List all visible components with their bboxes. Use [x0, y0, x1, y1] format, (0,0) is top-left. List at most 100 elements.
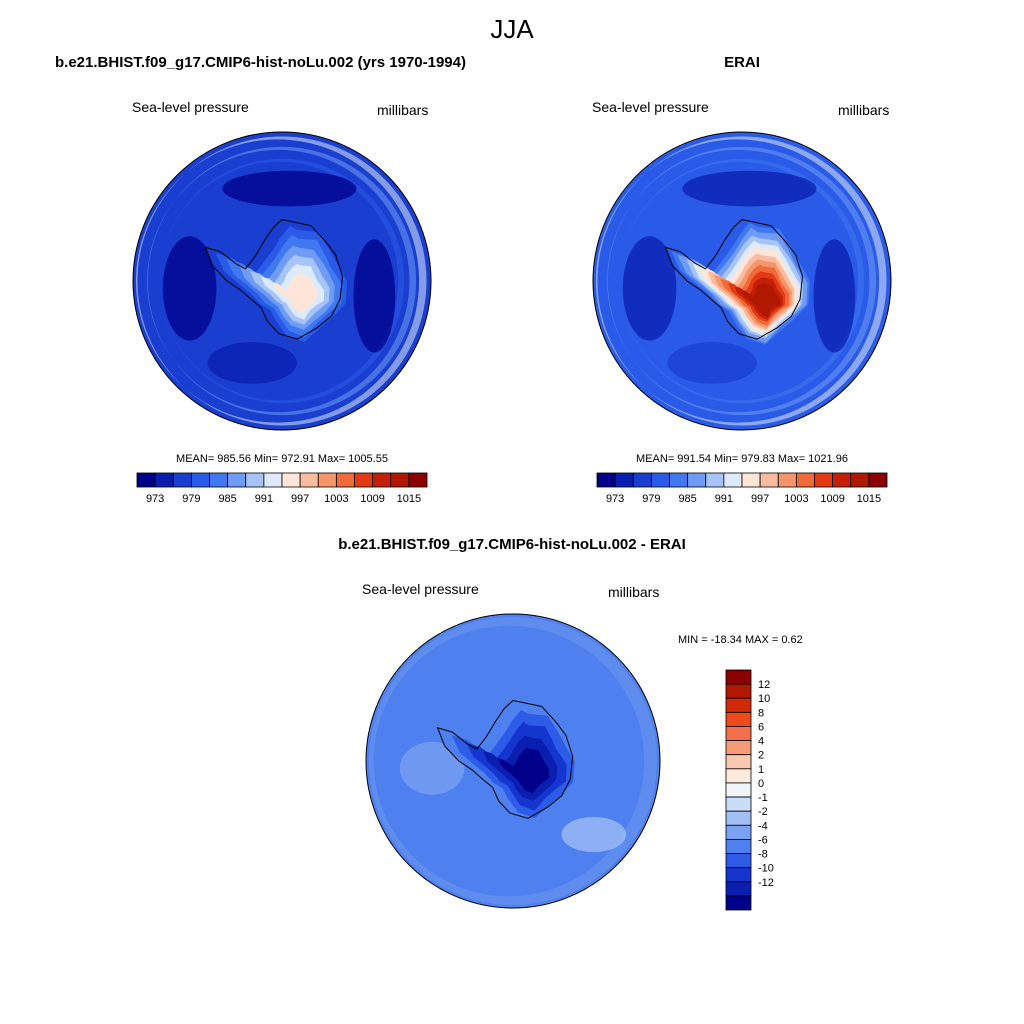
- map-boundary-circle: [132, 131, 432, 431]
- colorbar-box: [227, 472, 247, 488]
- colorbar-tick-label: 6: [758, 721, 764, 733]
- colorbar-box: [725, 669, 752, 685]
- colorbar-box: [705, 472, 725, 488]
- colorbar-box: [725, 853, 752, 869]
- colorbar-box: [725, 782, 752, 798]
- colorbar-box: [390, 472, 410, 488]
- colorbar-tick-label: 973: [146, 493, 164, 505]
- colorbar-tick-label: 985: [218, 493, 236, 505]
- colorbar-tick-label: -8: [758, 849, 768, 861]
- colorbar-box: [725, 754, 752, 770]
- colorbar-box: [814, 472, 834, 488]
- low-pressure-cell: [222, 170, 357, 207]
- erai-colorbar: 973 979 985 991 997 1003 1009 1015: [596, 472, 888, 505]
- colorbar-tick-label: 2: [758, 750, 764, 762]
- figure-title: JJA: [490, 14, 534, 44]
- colorbar-box: [725, 810, 752, 826]
- model-units-label: millibars: [377, 102, 429, 118]
- low-pressure-cell: [813, 239, 856, 353]
- colorbar-box: [850, 472, 870, 488]
- contour-band: [742, 283, 781, 318]
- erai-stats: MEAN= 991.54 Min= 979.83 Max= 1021.96: [636, 453, 848, 465]
- colorbar-box: [868, 472, 888, 488]
- erai-variable-label: Sea-level pressure: [592, 99, 709, 115]
- diff-panel-title: b.e21.BHIST.f09_g17.CMIP6-hist-noLu.002 …: [338, 536, 686, 553]
- map-boundary-circle: [365, 613, 661, 909]
- low-pressure-cell: [207, 342, 297, 384]
- colorbar-box: [209, 472, 229, 488]
- colorbar-tick-label: 973: [606, 493, 624, 505]
- map-boundary-circle: [592, 131, 892, 431]
- low-pressure-cell: [667, 342, 757, 384]
- colorbar-tick-label: 1015: [397, 493, 421, 505]
- colorbar-box: [725, 711, 752, 727]
- model-variable-label: Sea-level pressure: [132, 99, 249, 115]
- colorbar-box: [154, 472, 174, 488]
- low-pressure-cell: [162, 236, 217, 341]
- colorbar-tick-label: 991: [715, 493, 733, 505]
- colorbar-box: [650, 472, 670, 488]
- colorbar-box: [725, 726, 752, 741]
- colorbar-box: [372, 472, 392, 488]
- colorbar-box: [725, 683, 752, 699]
- antarctica-coastline: [664, 219, 804, 340]
- colorbar-tick-label: 1003: [324, 493, 348, 505]
- colorbar-box: [725, 839, 752, 854]
- colorbar-box: [687, 472, 707, 488]
- colorbar-tick-label: -12: [758, 877, 774, 889]
- colorbar-tick-label: 12: [758, 679, 770, 691]
- colorbar-box: [632, 472, 652, 488]
- colorbar-tick-label: -4: [758, 820, 768, 832]
- model-colorbar: 973 979 985 991 997 1003 1009 1015: [136, 472, 428, 505]
- colorbar-box: [741, 472, 761, 488]
- colorbar-box: [596, 472, 616, 488]
- diff-slp-polar-map: [365, 613, 661, 909]
- colorbar-tick-label: 1: [758, 764, 764, 776]
- colorbar-tick-label: -2: [758, 806, 768, 818]
- model-stats: MEAN= 985.56 Min= 972.91 Max= 1005.55: [176, 453, 388, 465]
- colorbar-tick-label: -1: [758, 792, 768, 804]
- colorbar-tick-label: 979: [642, 493, 660, 505]
- antarctica-coastline: [436, 699, 574, 819]
- colorbar-box: [281, 472, 301, 488]
- colorbar-tick-label: 1009: [820, 493, 844, 505]
- colorbar-box: [172, 472, 192, 488]
- colorbar-box: [723, 472, 743, 488]
- colorbar-tick-label: 4: [758, 736, 764, 748]
- colorbar-tick-label: 985: [678, 493, 696, 505]
- erai-panel-title: ERAI: [724, 54, 760, 71]
- model-panel-title: b.e21.BHIST.f09_g17.CMIP6-hist-noLu.002 …: [55, 54, 466, 71]
- colorbar-box: [725, 740, 752, 756]
- colorbar-tick-label: 8: [758, 707, 764, 719]
- contour-band: [273, 273, 318, 313]
- erai-units-label: millibars: [838, 102, 890, 118]
- low-pressure-cell: [561, 816, 627, 853]
- colorbar-box: [832, 472, 852, 488]
- colorbar-box: [354, 472, 374, 488]
- colorbar-box: [136, 472, 156, 488]
- diff-variable-label: Sea-level pressure: [362, 581, 479, 597]
- colorbar-box: [725, 824, 752, 840]
- colorbar-box: [263, 472, 283, 488]
- colorbar-tick-label: -6: [758, 834, 768, 846]
- colorbar-box: [759, 472, 779, 488]
- colorbar-box: [317, 472, 337, 488]
- colorbar-tick-label: 979: [182, 493, 200, 505]
- colorbar-tick-label: 1015: [857, 493, 881, 505]
- colorbar-box: [725, 796, 752, 812]
- colorbar-box: [669, 472, 689, 488]
- colorbar-box: [725, 697, 752, 713]
- colorbar-tick-label: 10: [758, 693, 770, 705]
- colorbar-box: [614, 472, 634, 488]
- low-pressure-cell: [399, 741, 465, 795]
- colorbar-box: [245, 472, 265, 488]
- colorbar-box: [725, 768, 752, 784]
- colorbar-tick-label: 991: [255, 493, 273, 505]
- colorbar-tick-label: 997: [751, 493, 769, 505]
- colorbar-box: [335, 472, 355, 488]
- colorbar-tick-label: -10: [758, 863, 774, 875]
- model-slp-polar-map: [132, 131, 432, 431]
- colorbar-box: [725, 895, 752, 911]
- colorbar-box: [190, 472, 210, 488]
